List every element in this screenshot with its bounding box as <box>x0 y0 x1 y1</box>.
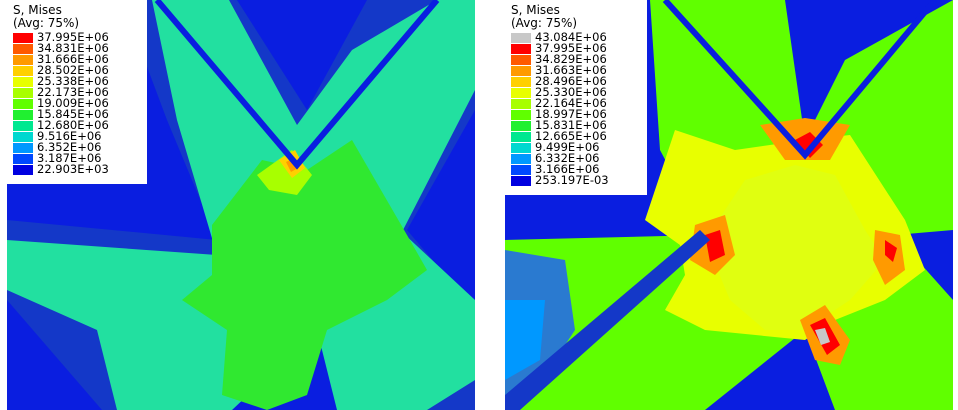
legend-value-label: 12.680E+06 <box>37 118 109 132</box>
legend-value-label: 9.499E+06 <box>535 140 600 154</box>
legend-swatch <box>511 143 531 153</box>
legend-value-label: 22.903E+03 <box>37 162 109 176</box>
legend-swatch <box>13 44 33 54</box>
legend-value-label: 43.084E+06 <box>535 30 607 44</box>
legend-swatch <box>13 55 33 65</box>
legend-swatch <box>13 99 33 109</box>
legend-swatch <box>511 154 531 164</box>
legend-swatch <box>511 33 531 43</box>
legend-value-label: 15.845E+06 <box>37 107 109 121</box>
legend-scale: 37.995E+06 34.831E+06 31.666E+06 28.502E+06… <box>13 30 141 178</box>
legend-value-label: 22.173E+06 <box>37 85 109 99</box>
legend-value-label: 15.831E+06 <box>535 118 607 132</box>
color-legend-right: S, Mises (Avg: 75%) 43.084E+06 37.995E+06… <box>505 0 647 195</box>
legend-swatch <box>13 66 33 76</box>
contour-plot-right: S, Mises (Avg: 75%) 43.084E+06 37.995E+06… <box>505 0 953 410</box>
legend-swatch <box>13 154 33 164</box>
legend-title: S, Mises <box>13 3 62 17</box>
legend-value-label: 6.332E+06 <box>535 151 600 165</box>
legend-swatch <box>511 132 531 142</box>
color-legend-left: S, Mises (Avg: 75%) 37.995E+06 34.831E+06… <box>7 0 147 184</box>
legend-value-label: 31.666E+06 <box>37 52 109 66</box>
legend-value-label: 37.995E+06 <box>535 41 607 55</box>
legend-value-label: 34.831E+06 <box>37 41 109 55</box>
legend-swatch <box>511 77 531 87</box>
stress-contour-image-left <box>7 0 475 410</box>
legend-swatch <box>13 132 33 142</box>
legend-value-label: 25.330E+06 <box>535 85 607 99</box>
legend-swatch <box>511 99 531 109</box>
legend-swatch <box>13 121 33 131</box>
legend-swatch <box>13 77 33 87</box>
contour-plot-left: S, Mises (Avg: 75%) 37.995E+06 34.831E+06… <box>7 0 475 410</box>
legend-swatch <box>511 88 531 98</box>
legend-swatch <box>511 110 531 120</box>
legend-value-label: 28.496E+06 <box>535 74 607 88</box>
legend-swatch <box>511 55 531 65</box>
legend-value-label: 3.187E+06 <box>37 151 102 165</box>
legend-swatch <box>511 66 531 76</box>
legend-scale: 43.084E+06 37.995E+06 34.829E+06 31.663E+06… <box>511 30 641 189</box>
legend-swatch <box>13 165 33 175</box>
legend-swatch <box>13 88 33 98</box>
legend-swatch <box>511 121 531 131</box>
legend-value-label: 22.164E+06 <box>535 96 607 110</box>
legend-swatch <box>511 176 531 186</box>
legend-value-label: 28.502E+06 <box>37 63 109 77</box>
legend-swatch <box>13 143 33 153</box>
legend-value-label: 19.009E+06 <box>37 96 109 110</box>
legend-value-label: 3.166E+06 <box>535 162 600 176</box>
legend-value-label: 12.665E+06 <box>535 129 607 143</box>
legend-value-label: 34.829E+06 <box>535 52 607 66</box>
stress-contour-image-right <box>505 0 953 410</box>
legend-value-label: 25.338E+06 <box>37 74 109 88</box>
legend-swatch <box>511 165 531 175</box>
legend-subtitle: (Avg: 75%) <box>511 16 578 30</box>
legend-value-label: 37.995E+06 <box>37 30 109 44</box>
legend-value-label: 6.352E+06 <box>37 140 102 154</box>
legend-swatch <box>13 110 33 120</box>
legend-value-label: 9.516E+06 <box>37 129 102 143</box>
legend-swatch <box>13 33 33 43</box>
legend-swatch <box>511 44 531 54</box>
legend-title: S, Mises <box>511 3 560 17</box>
legend-value-label: 31.663E+06 <box>535 63 607 77</box>
legend-value-label: 18.997E+06 <box>535 107 607 121</box>
legend-value-label: 253.197E-03 <box>535 173 609 187</box>
legend-subtitle: (Avg: 75%) <box>13 16 80 30</box>
